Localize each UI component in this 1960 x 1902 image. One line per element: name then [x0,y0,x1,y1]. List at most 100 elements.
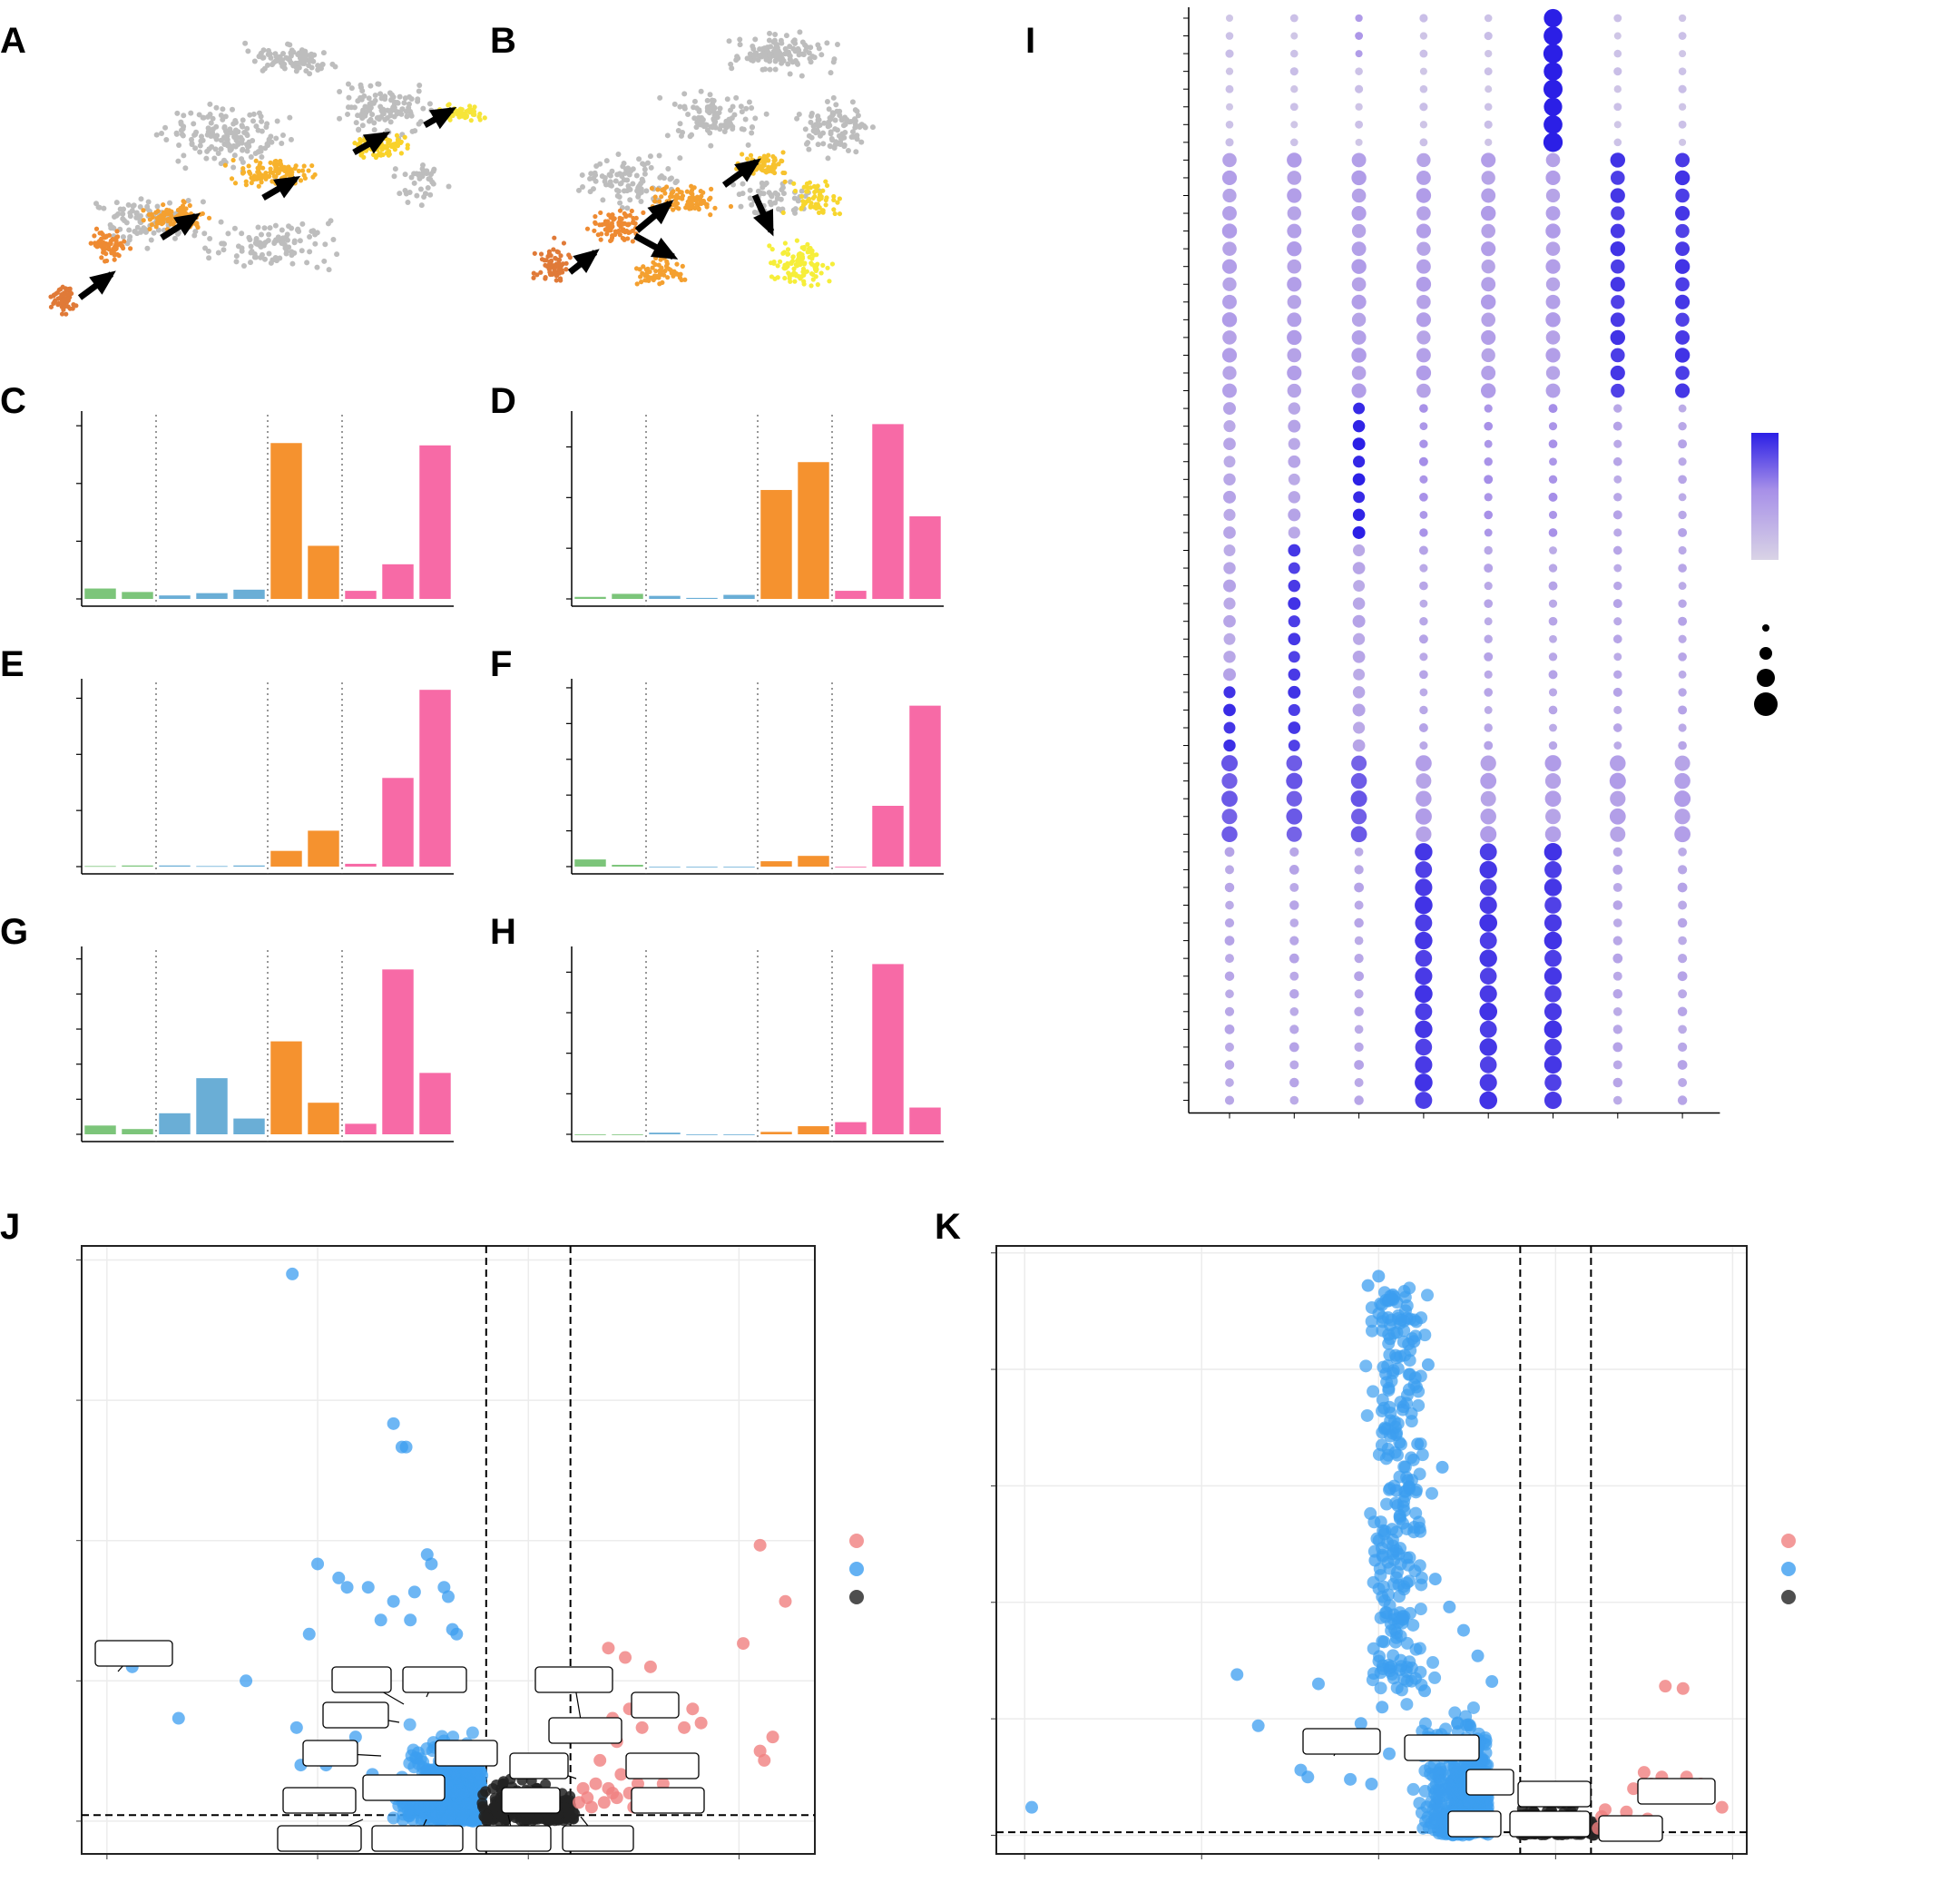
umap-cell-highlight [701,200,707,206]
up-point [678,1721,691,1734]
umap-panel-b [531,29,876,289]
expression-dot [1415,843,1433,861]
umap-cell-highlight [166,208,172,213]
umap-cell-highlight [162,213,167,219]
expression-dot [1675,329,1690,345]
umap-cell [430,168,436,174]
umap-cell [240,147,246,153]
umap-cell [802,193,808,200]
umap-cell [837,108,843,114]
umap-cell [213,104,220,111]
down-point [1415,1571,1428,1584]
umap-cell-highlight [748,152,754,158]
expression-dot [1678,900,1688,910]
umap-cell [279,227,285,233]
expression-dot [1485,49,1493,58]
umap-cell-highlight [59,311,65,317]
umap-cell [767,30,773,36]
umap-cell [407,189,413,195]
umap-cell [267,225,273,231]
umap-cell [739,109,745,115]
expression-dot [1484,475,1494,485]
expression-dot [1416,826,1432,842]
expression-dot [1352,703,1366,717]
umap-cell-highlight [712,205,718,211]
expression-dot [1548,616,1558,626]
bar [723,1134,755,1135]
umap-cell [593,163,600,170]
umap-cell-highlight [398,139,404,144]
down-point [1413,1559,1426,1573]
umap-cell [233,259,240,265]
umap-cell [757,46,763,53]
expression-dot [1545,241,1561,256]
umap-cell-highlight [816,210,822,215]
umap-cell-highlight [829,261,836,267]
umap-cell [185,198,191,204]
expression-dot [1678,14,1687,23]
umap-cell [275,234,281,240]
expression-dot [1678,652,1687,662]
expression-dot [1612,545,1622,555]
umap-cell-highlight [395,137,401,142]
umap-cell-highlight [780,210,786,215]
expression-dot [1612,918,1622,927]
umap-cell [579,172,585,178]
expression-dot [1610,223,1625,239]
umap-cell-highlight [598,210,603,216]
umap-cell-highlight [818,190,823,195]
trajectory-arrow-head [573,249,600,274]
umap-cell [345,111,351,117]
umap-cell [221,135,228,142]
umap-cell-highlight [70,306,75,311]
expression-dot [1418,723,1428,732]
umap-cell-highlight [547,266,553,271]
umap-cell [687,133,693,140]
down-point [1406,1618,1420,1632]
umap-cell [163,137,170,143]
expression-dot [1549,634,1557,643]
expression-dot [1544,26,1563,45]
expression-dot [1674,170,1690,186]
umap-cell [233,253,240,260]
down-point [1421,1358,1435,1371]
down-point [1400,1636,1414,1650]
umap-cell [603,158,610,164]
down-point [1403,1281,1416,1295]
umap-cell [378,107,385,113]
up-point [635,1721,649,1734]
expression-dot [1549,546,1557,554]
expression-dot [1350,809,1367,825]
expression-dot [1222,383,1237,398]
umap-cell [362,103,368,110]
umap-cell [704,108,710,114]
umap-cell-highlight [255,169,260,175]
umap-cell-highlight [671,269,677,274]
expression-dot [1544,1020,1563,1039]
umap-cell-highlight [763,158,769,163]
expression-dot [1223,508,1236,521]
expression-dot [1355,120,1364,129]
umap-cell-highlight [805,189,810,194]
umap-cell [834,41,840,47]
expression-dot [1609,772,1626,789]
umap-cell-highlight [165,216,171,222]
expression-dot [1416,365,1432,381]
umap-cell [785,61,791,67]
umap-cell [799,51,806,57]
umap-cell [588,171,594,177]
expression-dot [1612,953,1623,964]
annotation-box [435,1740,498,1767]
bar [760,489,792,599]
expression-dot [1416,312,1431,328]
umap-cell-highlight [831,193,837,200]
expression-dot [1416,755,1432,771]
umap-cell [359,88,366,94]
umap-cell [176,142,182,149]
umap-cell [671,101,678,107]
umap-cell [717,105,723,112]
expression-dot [1674,772,1690,789]
down-point [403,1718,416,1731]
umap-cell [411,171,417,177]
down-point [240,1674,253,1688]
